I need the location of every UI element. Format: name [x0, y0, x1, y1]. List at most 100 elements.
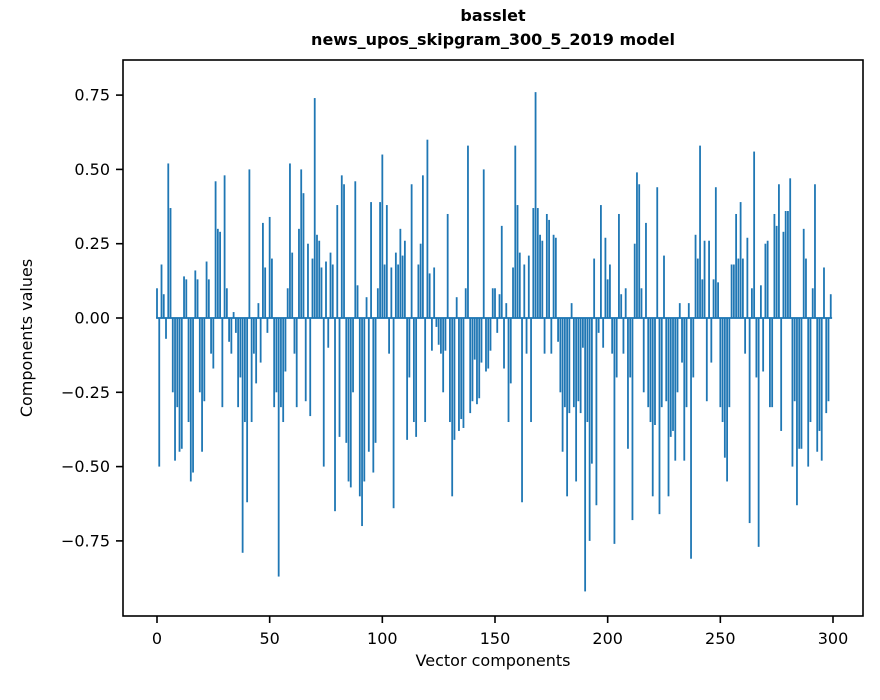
bar	[588, 318, 591, 541]
bar	[705, 318, 708, 402]
bar	[543, 318, 546, 354]
bar	[336, 205, 339, 318]
bar	[307, 243, 309, 318]
bar	[802, 228, 805, 318]
bar	[750, 288, 753, 318]
y-axis-ticks: 0.75 0.50 0.25 0.00 −0.25 −0.50 −0.75	[61, 86, 123, 550]
bar	[755, 318, 758, 378]
bar	[356, 285, 359, 318]
bar	[433, 267, 436, 318]
bar	[622, 318, 625, 354]
bar	[187, 318, 190, 423]
bar	[674, 318, 677, 461]
x-axis-ticks: 0 50 100 150 200 250 300	[152, 616, 848, 648]
bar	[710, 318, 713, 363]
bar	[460, 318, 463, 420]
x-axis-label: Vector components	[416, 651, 571, 670]
bar	[311, 258, 314, 318]
bar	[309, 318, 312, 417]
bar	[370, 202, 372, 318]
bar	[293, 318, 296, 354]
y-axis-label: Components values	[17, 259, 36, 417]
bar	[329, 252, 332, 318]
bar	[651, 318, 654, 497]
bar	[545, 213, 548, 318]
bar	[827, 318, 830, 402]
bar	[352, 318, 354, 393]
bar	[719, 318, 722, 408]
bar	[527, 255, 530, 318]
bar	[717, 282, 719, 318]
bar	[566, 318, 569, 497]
bar	[748, 318, 751, 524]
bar	[252, 318, 255, 354]
bar	[365, 297, 368, 318]
bar	[192, 318, 194, 473]
bar	[248, 169, 251, 318]
bar	[642, 318, 645, 393]
bar	[388, 318, 390, 354]
bar	[327, 318, 330, 348]
bar	[485, 318, 487, 372]
bar	[347, 318, 350, 482]
bar	[437, 318, 440, 345]
bar	[453, 318, 456, 440]
chart-title-line1: basslet	[460, 6, 526, 25]
bar	[807, 318, 810, 467]
bar	[618, 213, 620, 318]
bar	[361, 318, 363, 527]
bar	[496, 318, 499, 333]
bar	[374, 318, 377, 443]
bar	[331, 264, 334, 318]
bar	[609, 264, 611, 318]
bar	[769, 318, 771, 408]
bar	[739, 202, 742, 318]
bar	[818, 318, 821, 431]
bar	[212, 318, 215, 369]
bar	[385, 205, 388, 318]
y-tick-label: 0.25	[74, 234, 110, 253]
bar	[737, 258, 740, 318]
bar	[800, 318, 803, 449]
bar	[557, 318, 559, 342]
bar	[723, 318, 726, 458]
bar	[338, 318, 341, 437]
bar	[633, 243, 636, 318]
bar	[180, 318, 183, 449]
bar	[672, 318, 674, 431]
bar	[816, 318, 819, 452]
bar	[532, 208, 535, 318]
bar	[584, 318, 587, 592]
bar	[701, 279, 704, 318]
bar	[322, 318, 325, 467]
bar	[681, 318, 683, 363]
bar	[431, 318, 433, 351]
zero-baseline	[156, 317, 833, 319]
bar	[300, 169, 303, 318]
bar	[498, 294, 501, 318]
bar	[440, 318, 442, 354]
bar	[791, 318, 794, 467]
bar	[586, 318, 589, 423]
bar	[476, 318, 478, 405]
bar	[239, 318, 242, 378]
bar	[667, 318, 670, 497]
chart-title-line2: news_upos_skipgram_300_5_2019 model	[311, 30, 675, 49]
y-tick-label: 0.50	[74, 160, 110, 179]
bar	[658, 318, 661, 515]
bar	[581, 318, 584, 348]
bar	[559, 318, 562, 393]
bar	[428, 273, 431, 318]
bar	[408, 318, 411, 378]
bar	[696, 258, 699, 318]
bar	[464, 288, 467, 318]
bar	[624, 288, 627, 318]
bar	[561, 318, 564, 452]
bar	[654, 318, 656, 425]
bar	[741, 258, 744, 318]
bar	[656, 187, 659, 318]
bar	[575, 318, 578, 482]
bar	[728, 318, 731, 408]
bar	[685, 318, 688, 408]
